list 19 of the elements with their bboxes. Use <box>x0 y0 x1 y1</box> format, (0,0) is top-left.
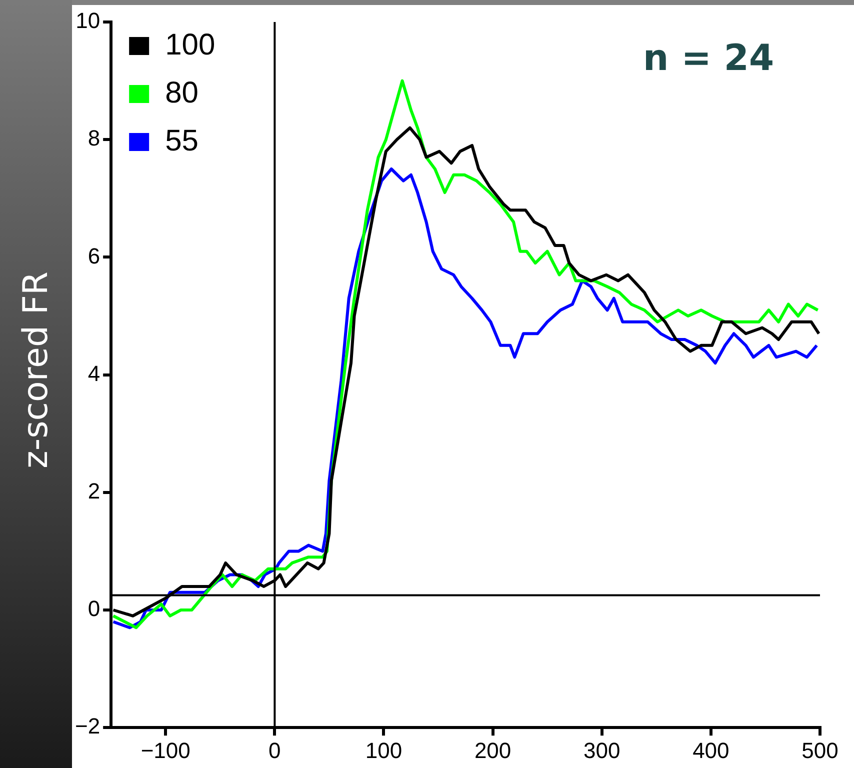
y-tick-label: 10 <box>76 8 100 34</box>
x-tick-label: −100 <box>140 738 190 763</box>
y-tick-label: 2 <box>88 478 100 504</box>
y-tick-label: 0 <box>88 596 100 622</box>
x-tick-label: 400 <box>692 738 730 763</box>
x-tick-label: 500 <box>802 738 838 763</box>
y-axis-title: z-scored FR <box>16 271 56 469</box>
y-tick-label: 8 <box>88 126 100 151</box>
y-tick-label: 6 <box>88 243 100 268</box>
legend-label: 100 <box>165 28 216 62</box>
x-tick-label: 100 <box>365 738 402 763</box>
legend-label: 80 <box>165 76 198 110</box>
x-tick-label: 300 <box>584 738 620 763</box>
y-tick-label: −2 <box>74 714 100 739</box>
y-tick-label: 4 <box>88 360 100 386</box>
legend-label: 55 <box>165 124 198 158</box>
x-tick-label: 0 <box>268 738 281 763</box>
annotation: n = 24 <box>643 38 774 79</box>
x-tick-label: 200 <box>474 738 512 763</box>
